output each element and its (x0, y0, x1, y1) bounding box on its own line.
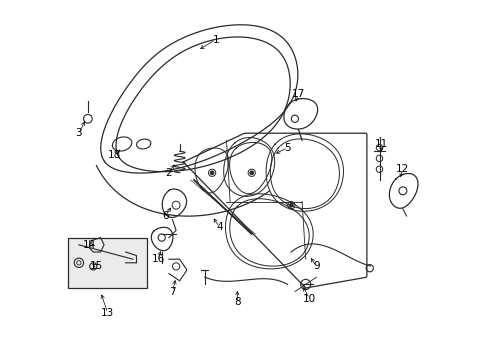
Text: 2: 2 (165, 168, 172, 178)
Text: 11: 11 (374, 139, 387, 149)
Circle shape (249, 171, 253, 175)
Circle shape (210, 171, 213, 175)
Bar (68, 238, 147, 288)
Text: 7: 7 (169, 287, 176, 297)
Text: 9: 9 (312, 261, 319, 271)
Text: 10: 10 (302, 294, 315, 304)
Text: 6: 6 (162, 211, 168, 221)
Text: 18: 18 (108, 150, 122, 160)
Text: 3: 3 (76, 128, 82, 138)
Text: 1: 1 (212, 35, 219, 45)
Circle shape (289, 203, 292, 207)
Text: 5: 5 (284, 143, 290, 153)
Text: 17: 17 (291, 89, 305, 99)
Text: 16: 16 (151, 254, 164, 264)
Text: 4: 4 (216, 222, 222, 232)
Text: 15: 15 (90, 261, 103, 271)
Text: 8: 8 (234, 297, 240, 307)
Text: 13: 13 (101, 308, 114, 318)
Text: 12: 12 (395, 164, 408, 174)
Text: 14: 14 (83, 240, 96, 250)
